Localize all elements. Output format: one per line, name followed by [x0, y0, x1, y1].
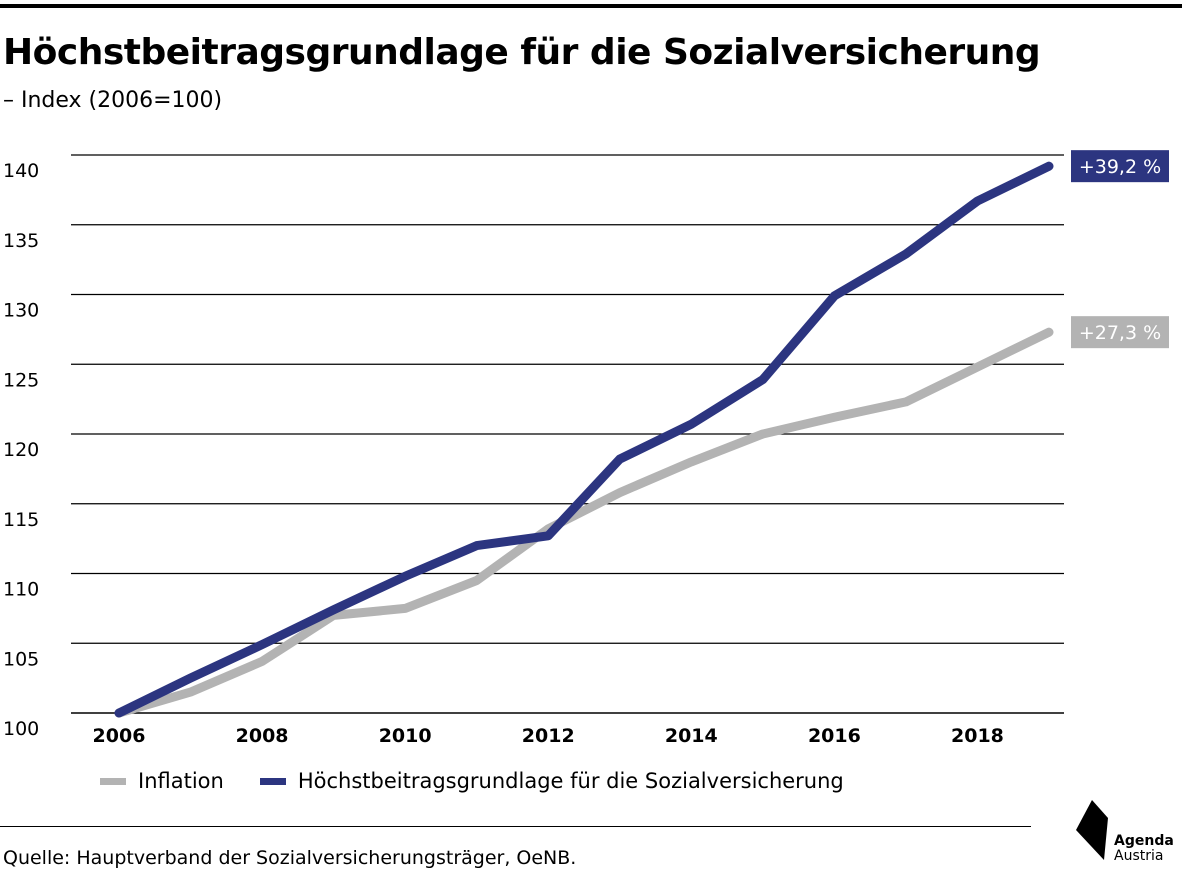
legend-label-hoechstbeitragsgrundlage: Höchstbeitragsgrundlage für die Sozialve… [297, 769, 844, 793]
x-tick-label-2012: 2012 [522, 725, 575, 747]
x-tick-label-2018: 2018 [951, 725, 1004, 747]
legend-swatch-hoechstbeitragsgrundlage [259, 777, 286, 785]
line-chart: 100 105 110 115 120 125 130 135 140 2006 2008 2010 2… [3, 150, 1169, 747]
legend: Inflation Höchstbeitragsgrundlage für di… [100, 769, 880, 793]
series-line-hoechstbeitragsgrundlage [114, 161, 1054, 718]
top-rule [0, 4, 1182, 8]
logo-line-1: Agenda [1114, 833, 1174, 849]
x-tick-label-2006: 2006 [93, 725, 146, 747]
end-label-hoechstbeitragsgrundlage: +39,2 % [1079, 156, 1161, 178]
agenda-austria-logo-icon [1076, 800, 1108, 860]
y-tick-label-110: 110 [3, 579, 39, 601]
legend-swatch-inflation [100, 777, 126, 785]
x-tick-label-2008: 2008 [236, 725, 289, 747]
end-label-box-inflation [1071, 316, 1169, 349]
logo-line-2: Austria [1114, 848, 1164, 864]
end-label-box-hoechstbeitragsgrundlage [1071, 150, 1169, 183]
y-tick-label-120: 120 [3, 439, 39, 461]
logo-text: Agenda Austria [1114, 834, 1174, 864]
series-line-inflation [114, 327, 1054, 718]
x-tick-label-2014: 2014 [665, 725, 718, 747]
y-tick-label-125: 125 [3, 369, 39, 391]
y-tick-label-105: 105 [3, 648, 39, 670]
legend-item-inflation: Inflation [100, 769, 224, 793]
source-note: Quelle: Hauptverband der Sozialversicher… [3, 847, 577, 869]
x-tick-label-2016: 2016 [808, 725, 861, 747]
y-tick-label-115: 115 [3, 509, 39, 531]
x-tick-label-2010: 2010 [379, 725, 432, 747]
chart-subtitle: – Index (2006=100) [3, 88, 223, 113]
end-label-inflation: +27,3 % [1079, 322, 1161, 344]
chart-title: Höchstbeitragsgrundlage für die Sozialve… [3, 32, 1041, 73]
legend-item-hoechstbeitragsgrundlage: Höchstbeitragsgrundlage für die Sozialve… [259, 769, 844, 793]
bottom-rule [0, 826, 1031, 827]
y-tick-label-130: 130 [3, 300, 39, 322]
y-tick-label-100: 100 [3, 718, 39, 740]
y-tick-label-135: 135 [3, 230, 39, 252]
y-tick-label-140: 140 [3, 160, 39, 182]
legend-label-inflation: Inflation [138, 769, 224, 793]
